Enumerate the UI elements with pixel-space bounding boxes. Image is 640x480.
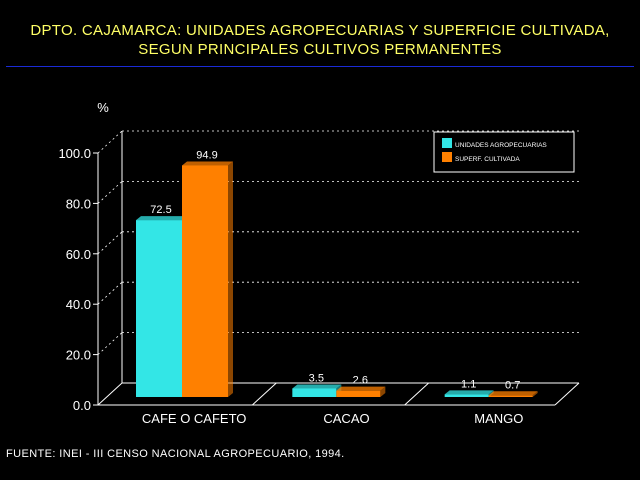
data-label: 1.1 [461,378,476,390]
data-label: 94.9 [196,149,217,161]
bar-side-face [532,391,538,397]
x-tick-label: CAFE O CAFETO [142,411,247,426]
data-label: 2.6 [353,375,368,387]
bar-top-face [182,161,233,166]
legend-swatch-series-1 [442,138,452,148]
chart-title-line-2: SEGUN PRINCIPALES CULTIVOS PERMANENTES [138,41,502,58]
bar-top-face [292,384,342,389]
x-tick-label: MANGO [474,411,523,426]
y-tick-label: 100.0 [58,146,91,161]
bar-superf-cultivada-cafe-o-cafeto [182,165,228,397]
bar-top-face [336,386,386,391]
bar-superf-cultivada-mango [488,395,533,397]
data-label: 0.7 [505,379,520,391]
bar-unidades-agropecuarias-cacao [292,388,337,397]
bar-top-face [136,216,187,221]
bar-unidades-agropecuarias-cafe-o-cafeto [136,220,182,397]
y-axis-label: % [97,100,109,115]
bar-side-face [380,386,386,397]
bar-unidades-agropecuarias-mango [444,394,489,397]
bars: 72.5 94.9 3.5 2.6 1.1 0.7 [136,149,538,397]
gridline-depth [97,130,123,154]
y-tick-label: 60.0 [66,247,91,262]
y-tick-label: 40.0 [66,297,91,312]
gridline-depth [97,181,123,204]
gridline-depth [97,281,123,305]
y-axis: 0.0 20.0 40.0 60.0 80.0 100.0 [58,146,98,413]
y-tick-label: 20.0 [66,348,91,363]
legend: UNIDADES AGROPECUARIAS SUPERF. CULTIVADA [433,131,575,173]
y-tick-label: 0.0 [73,398,91,413]
bar-top-face [444,390,494,395]
x-tick-label: CACAO [323,411,369,426]
floor-left-edge [97,382,123,406]
data-label: 3.5 [309,372,324,384]
bar-superf-cultivada-cacao [336,390,381,397]
y-tick-label: 80.0 [66,196,91,211]
category-divider [251,382,277,406]
chart-title-line-1: DPTO. CAJAMARCA: UNIDADES AGROPECUARIAS … [30,22,610,39]
title-divider [6,66,634,67]
data-label: 72.5 [150,204,171,216]
floor-right-edge [554,382,580,406]
chart-frame [97,131,580,406]
x-axis: CAFE O CAFETO CACAO MANGO [142,382,523,426]
bar-side-face [228,161,233,397]
legend-label-series-2: SUPERF. CULTIVADA [455,156,520,163]
legend-swatch-series-2 [442,152,452,162]
category-divider [404,382,430,406]
gridline-depth [97,231,123,255]
legend-box [433,131,575,173]
gridline-depth [97,332,123,355]
legend-label-series-1: UNIDADES AGROPECUARIAS [455,142,547,149]
source-note: FUENTE: INEI - III CENSO NACIONAL AGROPE… [6,448,345,460]
bar-top-face [488,391,538,396]
